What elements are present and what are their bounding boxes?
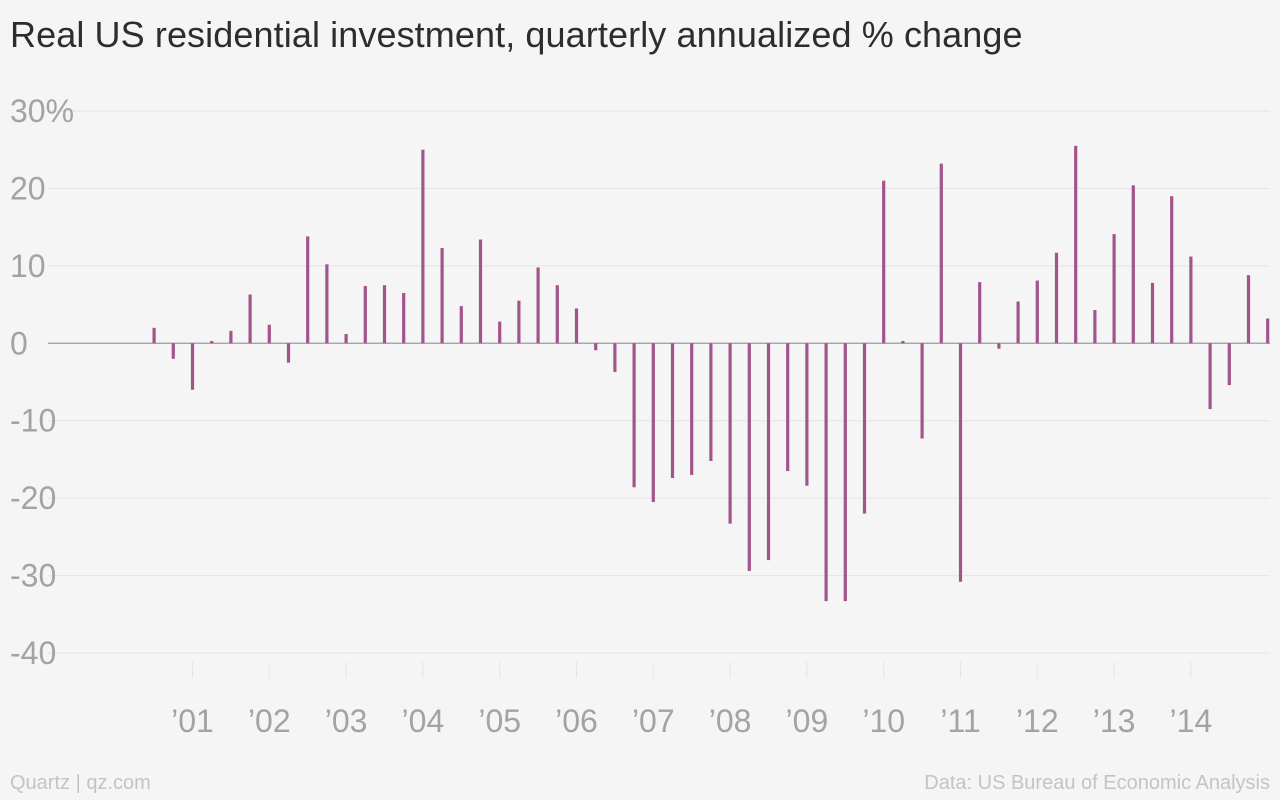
x-tick-label: ’02 [248, 703, 291, 739]
bar [1054, 252, 1059, 344]
bar [555, 285, 559, 344]
x-axis-ticks: ’01 ’02 ’03 ’04 ’05 ’06 ’07 ’08 ’09 ’10 ’11 ’12 ’13 ’… [171, 662, 1212, 739]
bar [766, 343, 771, 561]
y-tick-label: 0 [10, 325, 28, 361]
bar [536, 267, 540, 344]
bar [805, 343, 809, 486]
data-source: Data: US Bureau of Economic Analysis [924, 772, 1270, 794]
bar [1170, 196, 1174, 344]
bar [824, 343, 828, 602]
bar [440, 248, 444, 344]
x-tick-label: ’06 [555, 703, 598, 739]
x-tick-label: ’14 [1170, 703, 1213, 739]
x-tick-label: ’05 [478, 703, 521, 739]
bar [747, 343, 751, 571]
bar [843, 343, 847, 602]
bar [920, 343, 924, 439]
bar [459, 306, 463, 344]
y-tick-label: -30 [10, 558, 56, 594]
x-tick-label: ’01 [171, 703, 214, 739]
bar [709, 343, 713, 461]
chart-title: Real US residential investment, quarterl… [10, 14, 1023, 55]
bar [344, 333, 348, 344]
gridlines [48, 110, 1270, 654]
bar [1150, 282, 1155, 344]
x-tick-label: ’13 [1093, 703, 1136, 739]
y-tick-label: 30% [10, 93, 74, 129]
x-tick-label: ’07 [632, 703, 675, 739]
bar [248, 294, 252, 344]
x-tick-label: ’08 [709, 703, 752, 739]
bar [1208, 343, 1212, 410]
x-tick-label: ’03 [325, 703, 368, 739]
y-tick-label: 10 [10, 248, 46, 284]
bar [632, 343, 636, 488]
bar [1112, 234, 1116, 344]
bar [574, 308, 579, 344]
bar [651, 343, 655, 503]
bar [728, 343, 732, 524]
bar [1131, 185, 1135, 344]
source-credit: Quartz | qz.com [10, 772, 151, 794]
bar [478, 239, 483, 344]
bar [978, 282, 982, 344]
bar [210, 340, 214, 344]
bar [517, 300, 521, 344]
y-tick-label: -40 [10, 635, 56, 671]
bar [613, 343, 617, 372]
bar [1074, 145, 1078, 344]
bar [939, 163, 943, 344]
bar [1227, 343, 1231, 386]
bar [786, 343, 790, 472]
y-tick-label: -20 [10, 480, 56, 516]
bar [152, 327, 156, 344]
x-tick-label: ’09 [786, 703, 829, 739]
bar [997, 343, 1001, 349]
y-tick-label: -10 [10, 403, 56, 439]
bar [171, 343, 175, 359]
bars [152, 145, 1270, 602]
bar [958, 343, 963, 582]
bar [594, 343, 598, 351]
x-tick-label: ’10 [862, 703, 905, 739]
bar [670, 343, 675, 479]
bar [1093, 309, 1097, 344]
bar [229, 330, 233, 344]
bar [901, 340, 905, 344]
y-tick-label: 20 [10, 170, 46, 206]
bar [862, 343, 867, 514]
bar [190, 343, 195, 390]
bar [402, 292, 406, 344]
bar [1266, 318, 1270, 344]
bar [882, 180, 886, 344]
bar [498, 321, 502, 344]
bar [382, 285, 387, 344]
y-axis-ticks: 30% 20 10 0 -10 -20 -30 -40 [10, 93, 74, 671]
x-tick-label: ’12 [1016, 703, 1059, 739]
x-tick-label: ’04 [402, 703, 445, 739]
bar [1035, 280, 1039, 344]
bar [306, 236, 310, 344]
bar [286, 343, 291, 363]
bar [267, 324, 271, 344]
x-tick-label: ’11 [940, 703, 980, 739]
bar [1016, 301, 1020, 344]
bar [690, 343, 694, 475]
bar [421, 149, 425, 344]
bar [363, 285, 367, 344]
bar [325, 264, 329, 344]
bar [1246, 275, 1251, 344]
bar [1189, 256, 1193, 344]
